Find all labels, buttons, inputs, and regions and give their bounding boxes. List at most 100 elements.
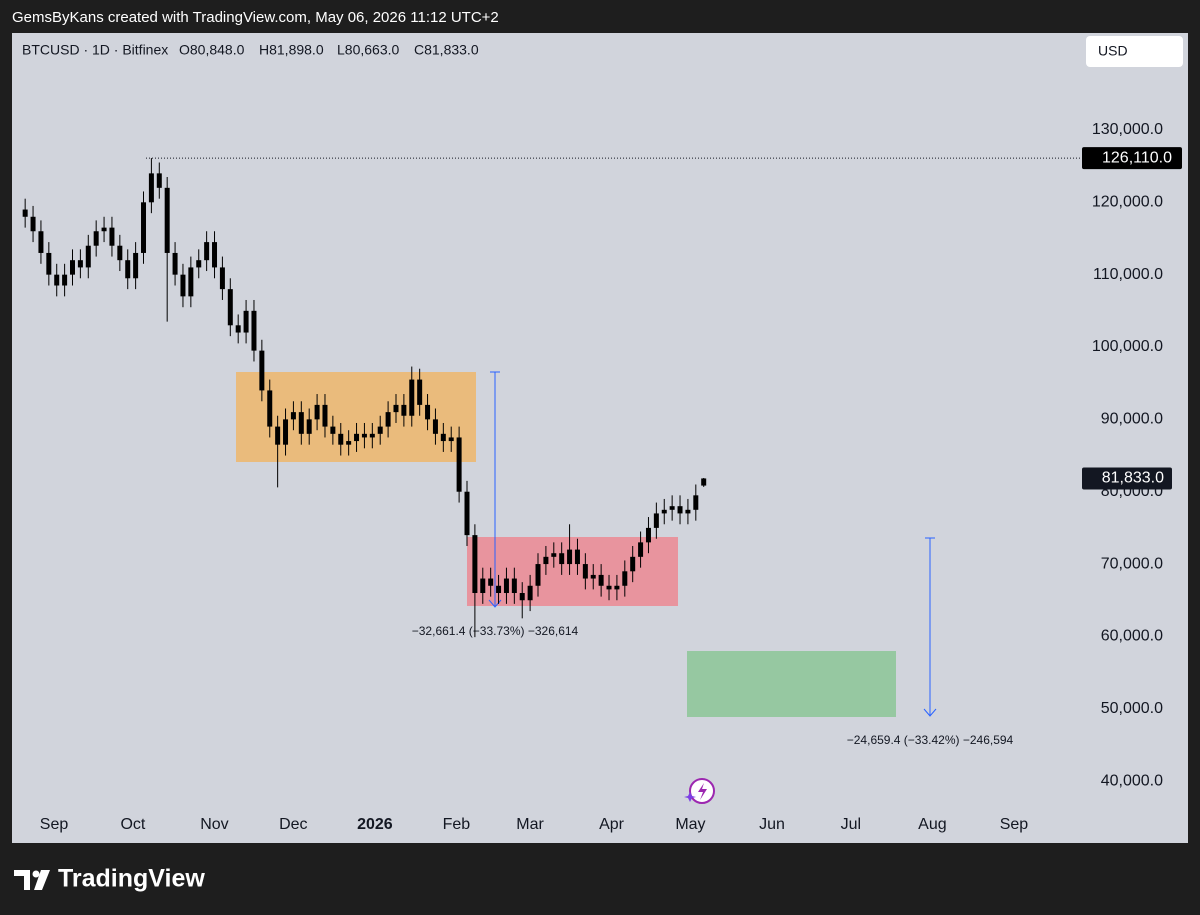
candle-body [180,274,186,297]
candle-body [645,527,651,543]
candle-body [46,252,52,275]
candle-body [653,513,659,528]
candle-body [212,242,218,268]
candle-body [590,574,596,579]
y-tick-label: 90,000.0 [1101,411,1163,428]
candle-body [425,404,431,420]
candle-body [503,578,509,594]
x-tick-label: Mar [516,816,544,833]
footer-brand: TradingView [58,865,205,893]
x-tick-label: Jul [841,816,861,833]
y-tick-label: 100,000.0 [1092,338,1163,355]
candle-body [519,593,525,601]
candle-body [22,209,28,217]
candle-body [283,419,289,445]
candle-body [464,491,470,536]
candle-body [70,260,75,275]
legend-open: O80,848.0 [179,42,245,58]
candle-body [488,578,494,586]
candle-body [638,542,644,557]
candle-body [669,506,675,510]
y-tick-label: 40,000.0 [1101,772,1163,789]
legend-symbol: BTCUSD · 1D · Bitfinex [22,42,168,58]
high-label-box [1082,147,1182,170]
candle-body [393,404,399,413]
candle-body [30,216,36,232]
currency-label[interactable]: USD [1098,43,1128,59]
candle-body [267,390,273,427]
candle-body [535,564,541,586]
candle-body [377,426,383,434]
y-tick-label: 60,000.0 [1101,628,1163,645]
candle-body [219,267,225,290]
candle-body [298,412,304,434]
candle-body [440,433,446,442]
candle-body [259,350,265,391]
candle-body [677,506,683,514]
candle-body [567,549,573,565]
candle-body [496,585,502,594]
candles [22,158,707,638]
candle-body [551,553,557,557]
zone-green [687,651,896,717]
candle-body [559,553,565,565]
last-price-box [1082,467,1172,490]
candle-body [156,173,162,188]
measure-label: −24,659.4 (−33.42%) −246,594 [847,733,1014,747]
candle-body [227,289,233,326]
y-tick-label: 120,000.0 [1092,194,1163,211]
legend-close: C81,833.0 [414,42,479,58]
candle-body [369,433,375,438]
candle-body [527,585,533,601]
x-tick-label: Oct [120,816,145,833]
symbol-legend: BTCUSD · 1D · Bitfinex O80,848.0 H81,898… [22,42,479,58]
candle-body [401,404,407,416]
candle-body [417,379,423,405]
candle-body [338,433,344,445]
candle-body [661,509,667,514]
candle-body [622,571,628,586]
x-tick-label: May [675,816,705,833]
candle-body [630,556,636,572]
legend-low: L80,663.0 [337,42,399,58]
candle-body [54,274,60,286]
candle-body [188,267,194,297]
candle-body [614,585,620,590]
candle-body [432,419,438,434]
footer-logo [14,870,50,890]
y-tick-label: 70,000.0 [1101,555,1163,572]
candle-body [204,242,210,261]
candle-body [409,379,415,416]
candle-body [598,574,604,586]
candle-body [125,260,131,279]
candle-body [117,245,123,261]
candle-body [314,404,320,420]
measure-label: −32,661.4 (−33.73%) −326,614 [412,624,579,638]
arrow-head [923,708,937,717]
candle-body [306,419,312,434]
candle-body [196,260,202,268]
candle-body [574,549,580,565]
candle-body [133,252,139,279]
candle-body [330,426,336,434]
candle-body [148,173,154,203]
zone-orange [236,372,476,462]
candle-body [164,187,170,253]
candle-body [582,564,588,579]
x-tick-label: Nov [200,816,228,833]
candle-body [251,310,257,351]
y-tick-label: 130,000.0 [1092,121,1163,138]
x-tick-label: Jun [759,816,785,833]
candle-body [141,202,147,253]
candle-body [77,260,83,268]
candle-body [243,310,249,333]
candle-body [172,252,178,275]
icon [684,778,715,804]
candle-body [701,478,707,486]
candle-body [606,585,612,590]
candle-body [385,412,391,427]
currency-button[interactable] [1086,36,1183,67]
candle-body [62,274,68,286]
